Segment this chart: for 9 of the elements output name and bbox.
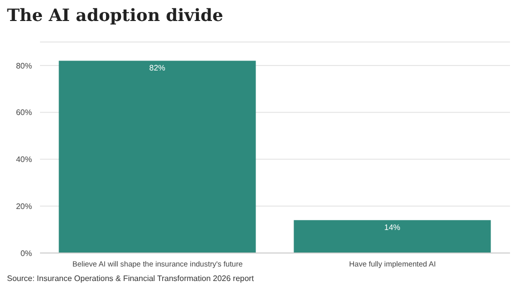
y-tick-label: 0% (20, 248, 32, 258)
chart-title: The AI adoption divide (7, 6, 224, 26)
y-tick-label: 60% (16, 108, 32, 118)
y-tick-label: 40% (16, 155, 32, 164)
y-tick-label: 20% (16, 202, 32, 211)
data-label: 14% (384, 222, 400, 232)
y-tick-label: 80% (16, 61, 32, 70)
source-note: Source: Insurance Operations & Financial Transformation 2026 report (7, 274, 254, 283)
data-label: 82% (149, 63, 166, 72)
